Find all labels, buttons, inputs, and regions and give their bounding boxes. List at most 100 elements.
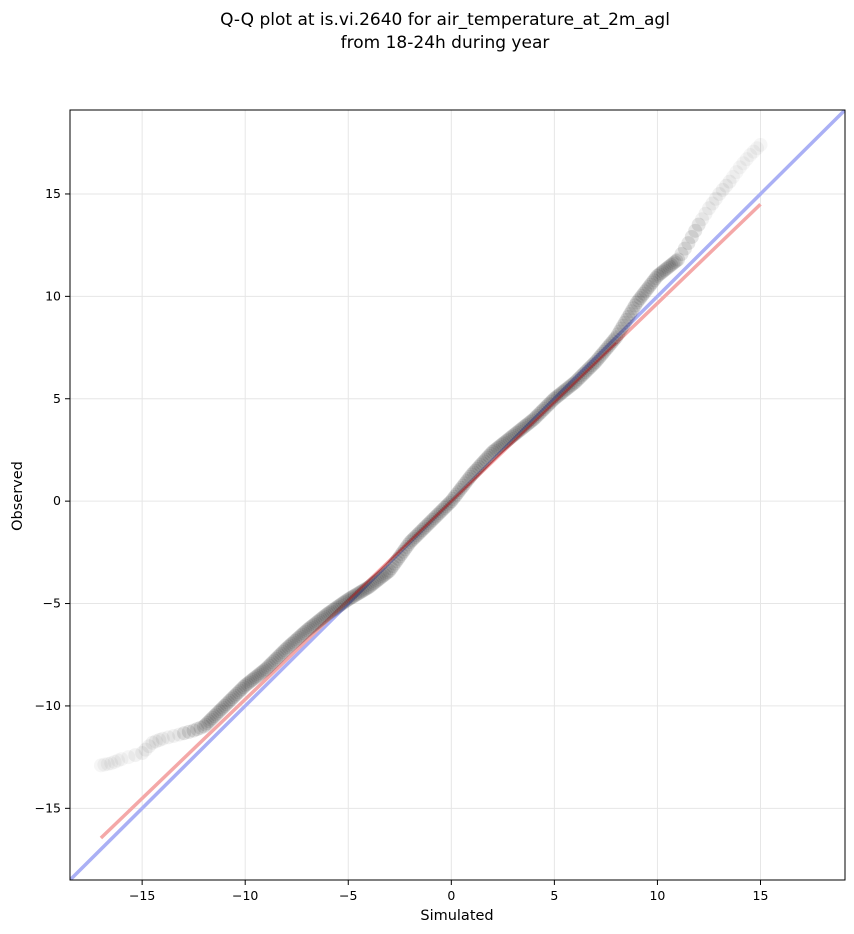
data-point (459, 474, 474, 489)
data-point (621, 310, 636, 325)
data-point (705, 196, 720, 211)
data-point (712, 186, 727, 201)
data-point (610, 327, 625, 342)
data-point (646, 273, 661, 288)
data-point (310, 614, 325, 629)
data-point (626, 301, 641, 316)
data-point (370, 573, 385, 588)
data-point (339, 593, 354, 608)
data-point (155, 731, 170, 746)
data-point (238, 678, 253, 693)
data-point (377, 567, 392, 582)
data-point (634, 288, 649, 303)
data-point (619, 312, 634, 327)
data-point (288, 633, 303, 648)
data-point (454, 480, 469, 495)
data-point (354, 584, 369, 599)
data-point (604, 336, 619, 351)
data-point (202, 714, 217, 729)
data-point (526, 412, 541, 427)
data-point (598, 342, 613, 357)
data-point (296, 626, 311, 641)
y-axis-ticks: −15 −10 −5 0 5 10 15 (35, 186, 70, 815)
data-point (236, 680, 251, 695)
data-point (488, 442, 503, 457)
data-point (485, 444, 500, 459)
y-tick-label: 15 (45, 186, 61, 201)
data-point (549, 390, 564, 405)
data-point (351, 586, 366, 601)
data-point (279, 641, 294, 656)
data-point (592, 350, 607, 365)
data-point (356, 583, 371, 598)
x-tick-label: −15 (129, 888, 155, 903)
data-point (667, 255, 682, 270)
data-point (317, 609, 332, 624)
x-tick-label: 15 (753, 888, 769, 903)
data-point (332, 598, 347, 613)
data-point (282, 638, 297, 653)
data-point (609, 330, 624, 345)
data-point (461, 471, 476, 486)
data-point (476, 454, 491, 469)
data-point (250, 668, 265, 683)
data-point (200, 715, 215, 730)
data-point (688, 223, 703, 238)
data-point (313, 612, 328, 627)
data-point (531, 407, 546, 422)
data-point (318, 608, 333, 623)
data-point (198, 717, 213, 732)
data-point (138, 742, 153, 757)
data-point (701, 201, 716, 216)
data-point (215, 700, 230, 715)
data-point (269, 651, 284, 666)
data-point (301, 621, 316, 636)
data-point (289, 632, 304, 647)
data-point (698, 206, 713, 221)
data-point (186, 723, 201, 738)
data-point (394, 547, 409, 562)
data-point (312, 613, 327, 628)
data-point (239, 677, 254, 692)
data-point (255, 664, 270, 679)
data-point (306, 617, 321, 632)
data-point (300, 623, 315, 638)
data-point (511, 424, 526, 439)
data-point (172, 727, 187, 742)
data-point (722, 174, 737, 189)
data-point (473, 458, 488, 473)
data-point (669, 253, 684, 268)
x-tick-label: 0 (447, 888, 455, 903)
data-point (490, 440, 505, 455)
data-point (519, 417, 534, 432)
data-point (214, 702, 229, 717)
data-point (645, 275, 660, 290)
x-tick-label: 5 (550, 888, 558, 903)
data-point (272, 648, 287, 663)
data-point (559, 382, 574, 397)
data-point (719, 178, 734, 193)
data-point (348, 588, 363, 603)
data-point (298, 624, 313, 639)
data-point (406, 531, 421, 546)
data-point (482, 448, 497, 463)
data-point (628, 298, 643, 313)
data-point (322, 605, 337, 620)
data-point (451, 485, 466, 500)
data-point (277, 643, 292, 658)
data-point (684, 229, 699, 244)
data-point (148, 734, 163, 749)
data-point (629, 295, 644, 310)
data-point (325, 603, 340, 618)
data-point (135, 746, 150, 761)
data-point (193, 720, 208, 735)
data-point (384, 561, 399, 576)
data-point (224, 692, 239, 707)
data-point (530, 408, 545, 423)
regression-trace (347, 342, 617, 601)
data-point (555, 384, 570, 399)
data-point (208, 707, 223, 722)
data-point (708, 191, 723, 206)
data-point (590, 352, 605, 367)
